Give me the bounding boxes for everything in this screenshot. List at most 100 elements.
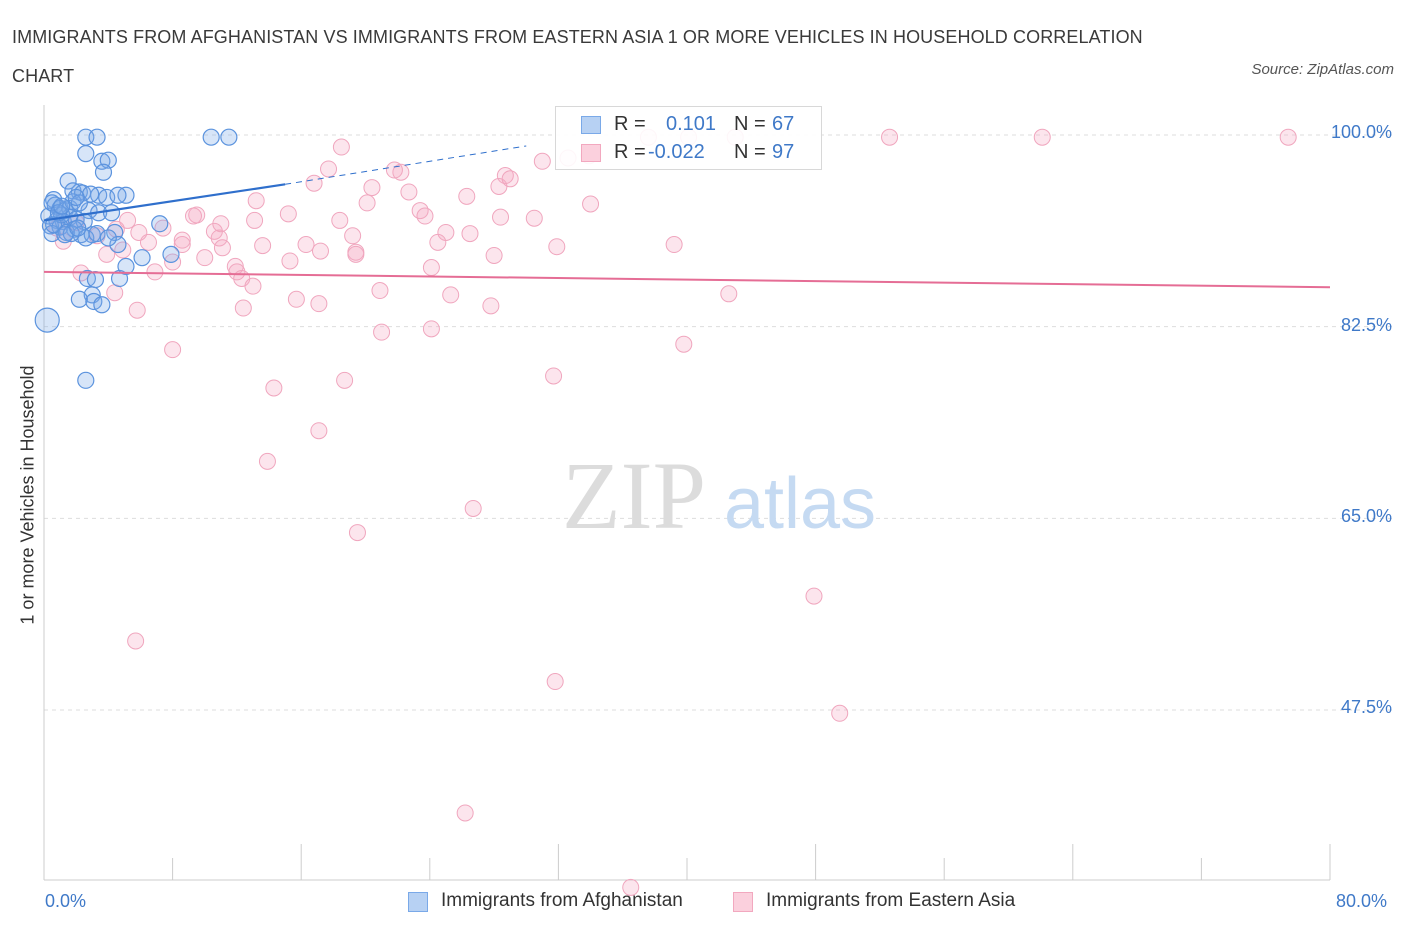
point-eastern-asia bbox=[392, 163, 410, 181]
point-afghanistan bbox=[94, 163, 113, 181]
point-eastern-asia bbox=[196, 249, 214, 267]
point-eastern-asia bbox=[582, 195, 600, 213]
point-afghanistan bbox=[59, 172, 77, 190]
point-eastern-asia bbox=[106, 284, 124, 302]
point-eastern-asia bbox=[548, 238, 566, 256]
point-eastern-asia bbox=[336, 371, 354, 389]
point-eastern-asia bbox=[545, 367, 563, 385]
point-eastern-asia bbox=[258, 452, 276, 470]
point-eastern-asia bbox=[254, 237, 272, 255]
point-eastern-asia bbox=[297, 236, 315, 254]
point-eastern-asia bbox=[331, 211, 349, 229]
point-eastern-asia bbox=[279, 205, 297, 223]
point-eastern-asia bbox=[246, 211, 264, 229]
point-eastern-asia bbox=[805, 587, 823, 605]
y-tick-label: 82.5% bbox=[1340, 315, 1392, 335]
point-eastern-asia bbox=[622, 878, 640, 896]
n-value: 97 bbox=[772, 141, 795, 163]
y-tick-label: 100.0% bbox=[1330, 122, 1392, 142]
point-eastern-asia bbox=[720, 285, 738, 303]
point-eastern-asia bbox=[501, 170, 519, 188]
point-eastern-asia bbox=[422, 320, 440, 338]
point-eastern-asia bbox=[234, 299, 252, 317]
r-value: 0.101 bbox=[666, 113, 717, 135]
watermark-atlas: atlas bbox=[724, 464, 876, 544]
y-tick-label: 65.0% bbox=[1340, 506, 1392, 526]
point-eastern-asia bbox=[139, 233, 157, 251]
point-eastern-asia bbox=[464, 499, 482, 517]
point-afghanistan bbox=[43, 224, 61, 243]
point-eastern-asia bbox=[173, 231, 191, 249]
point-afghanistan bbox=[88, 128, 106, 146]
point-eastern-asia bbox=[358, 194, 376, 212]
point-eastern-asia bbox=[492, 208, 510, 226]
point-eastern-asia bbox=[831, 704, 849, 722]
legend-swatch bbox=[733, 892, 753, 912]
point-afghanistan bbox=[93, 296, 111, 314]
point-eastern-asia bbox=[546, 673, 564, 691]
point-eastern-asia bbox=[422, 259, 440, 277]
point-eastern-asia bbox=[244, 277, 262, 295]
point-eastern-asia bbox=[127, 632, 145, 650]
point-eastern-asia bbox=[411, 202, 429, 220]
point-eastern-asia bbox=[210, 229, 228, 247]
point-eastern-asia bbox=[385, 161, 403, 179]
x-tick-label: 0.0% bbox=[45, 891, 87, 911]
point-eastern-asia bbox=[1279, 128, 1297, 146]
legend-swatch bbox=[408, 892, 428, 912]
point-eastern-asia bbox=[344, 227, 362, 245]
point-afghanistan bbox=[70, 290, 88, 308]
trendline-afghanistan-extension bbox=[285, 145, 527, 185]
point-eastern-asia bbox=[442, 286, 460, 304]
point-afghanistan bbox=[43, 194, 61, 212]
chart-title: IMMIGRANTS FROM AFGHANISTAN VS IMMIGRANT… bbox=[12, 27, 1143, 86]
point-eastern-asia bbox=[247, 192, 265, 210]
n-label: N = bbox=[734, 113, 766, 135]
point-eastern-asia bbox=[675, 335, 693, 353]
y-tick-label: 47.5% bbox=[1340, 697, 1392, 717]
y-axis-label: 1 or more Vehicles in Household bbox=[17, 365, 38, 625]
point-eastern-asia bbox=[184, 207, 202, 225]
source-label: Source: ZipAtlas.com bbox=[1251, 61, 1394, 78]
legend-label: Immigrants from Afghanistan bbox=[441, 890, 683, 911]
point-eastern-asia bbox=[146, 263, 164, 281]
point-eastern-asia bbox=[332, 138, 350, 156]
point-afghanistan bbox=[77, 371, 95, 389]
point-eastern-asia bbox=[320, 160, 338, 178]
point-eastern-asia bbox=[496, 167, 514, 185]
r-label: R = bbox=[614, 141, 646, 163]
point-eastern-asia bbox=[461, 225, 479, 243]
point-eastern-asia bbox=[400, 183, 418, 201]
point-afghanistan bbox=[86, 270, 105, 289]
trendline-eastern-asia bbox=[43, 270, 1331, 289]
point-afghanistan bbox=[70, 194, 88, 212]
trendline-afghanistan bbox=[43, 183, 286, 222]
point-eastern-asia bbox=[310, 422, 328, 440]
point-afghanistan bbox=[202, 128, 220, 146]
point-afghanistan bbox=[82, 185, 100, 203]
point-eastern-asia bbox=[371, 282, 389, 300]
point-afghanistan bbox=[93, 152, 111, 170]
point-eastern-asia bbox=[173, 236, 191, 254]
point-afghanistan bbox=[45, 216, 63, 234]
point-eastern-asia bbox=[416, 207, 434, 225]
point-eastern-asia bbox=[305, 174, 323, 192]
point-afghanistan bbox=[151, 215, 169, 233]
point-eastern-asia bbox=[458, 187, 476, 205]
point-eastern-asia bbox=[212, 215, 230, 233]
point-afghanistan bbox=[109, 235, 127, 254]
x-tick-label: 80.0% bbox=[1336, 891, 1388, 911]
point-afghanistan bbox=[34, 307, 60, 333]
point-eastern-asia bbox=[347, 245, 365, 263]
point-afghanistan bbox=[69, 219, 87, 237]
point-eastern-asia bbox=[525, 209, 543, 227]
point-eastern-asia bbox=[881, 128, 899, 146]
point-afghanistan bbox=[77, 145, 95, 163]
point-afghanistan bbox=[102, 204, 121, 222]
point-eastern-asia bbox=[533, 152, 551, 170]
watermark-zip: ZIP bbox=[562, 442, 706, 549]
point-eastern-asia bbox=[1033, 128, 1051, 146]
point-afghanistan bbox=[133, 249, 151, 267]
point-afghanistan bbox=[99, 229, 117, 247]
point-eastern-asia bbox=[485, 246, 503, 264]
